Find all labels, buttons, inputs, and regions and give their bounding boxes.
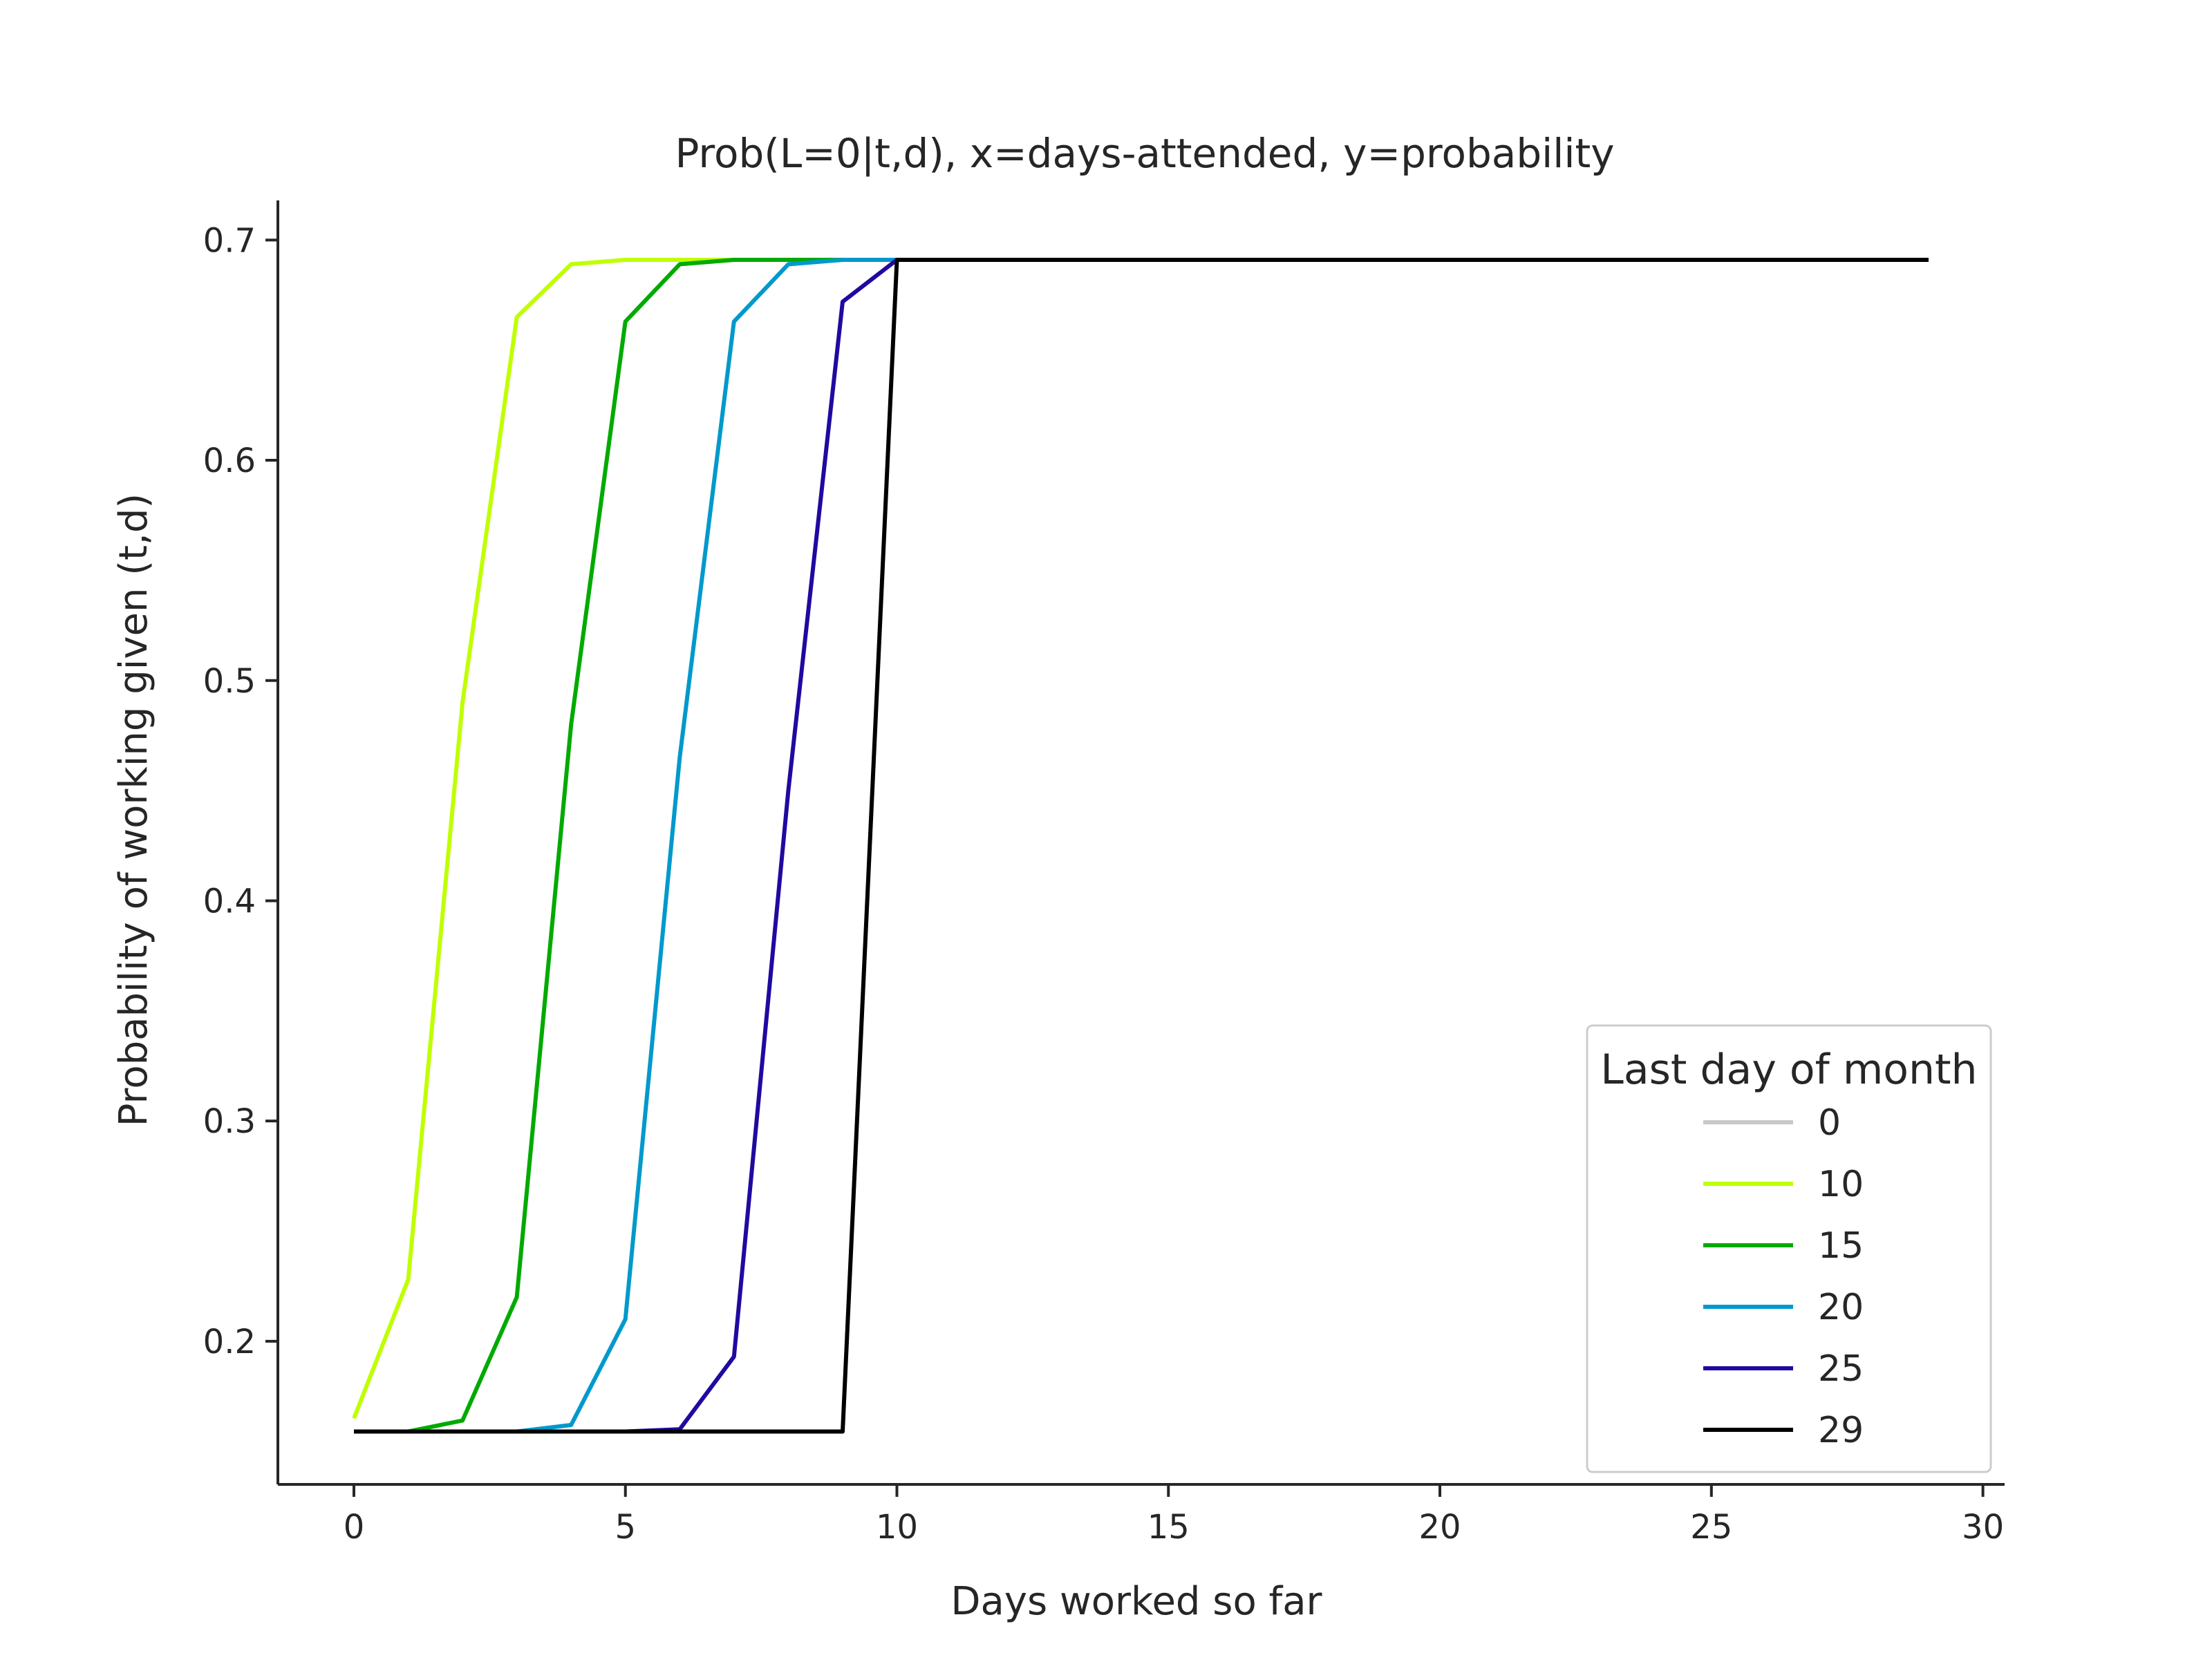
legend-title: Last day of month	[1600, 1046, 1977, 1094]
x-tick-label: 0	[344, 1508, 365, 1547]
series-lines	[352, 258, 1929, 1434]
legend-box	[1586, 1024, 1992, 1473]
y-tick-label: 0.6	[203, 442, 256, 480]
y-tick-label: 0.4	[203, 882, 256, 920]
chart-title: Prob(L=0|t,d), x=days-attended, y=probab…	[675, 130, 1614, 177]
y-tick-label: 0.7	[203, 221, 256, 260]
x-axis-label: Days worked so far	[950, 1579, 1322, 1624]
legend-label-20: 20	[1818, 1287, 1864, 1328]
legend-label-10: 10	[1818, 1164, 1864, 1205]
legend-label-25: 25	[1818, 1348, 1864, 1390]
x-tick-label: 5	[615, 1508, 636, 1547]
legend-label-0: 0	[1818, 1102, 1841, 1144]
y-tick-label: 0.5	[203, 662, 256, 701]
x-tick-label: 20	[1419, 1508, 1461, 1547]
x-tick-label: 25	[1690, 1508, 1732, 1547]
y-tick-label: 0.3	[203, 1102, 256, 1141]
legend-label-29: 29	[1818, 1410, 1864, 1451]
legend: Last day of month 0 10 15 20 25 29	[1586, 1024, 1992, 1473]
series-line-29	[354, 258, 1929, 1434]
y-axis-label: Probability of working given (t,d)	[111, 493, 156, 1127]
y-tick-label: 0.2	[203, 1323, 256, 1361]
x-tick-label: 10	[876, 1508, 918, 1547]
x-tick-label: 30	[1962, 1508, 2004, 1547]
axes: 0 5 10 15 20 25 30 0.2 0.3 0.4 0.5 0.6 0.7	[203, 200, 2005, 1547]
x-tick-label: 15	[1147, 1508, 1190, 1547]
legend-label-15: 15	[1818, 1225, 1864, 1267]
